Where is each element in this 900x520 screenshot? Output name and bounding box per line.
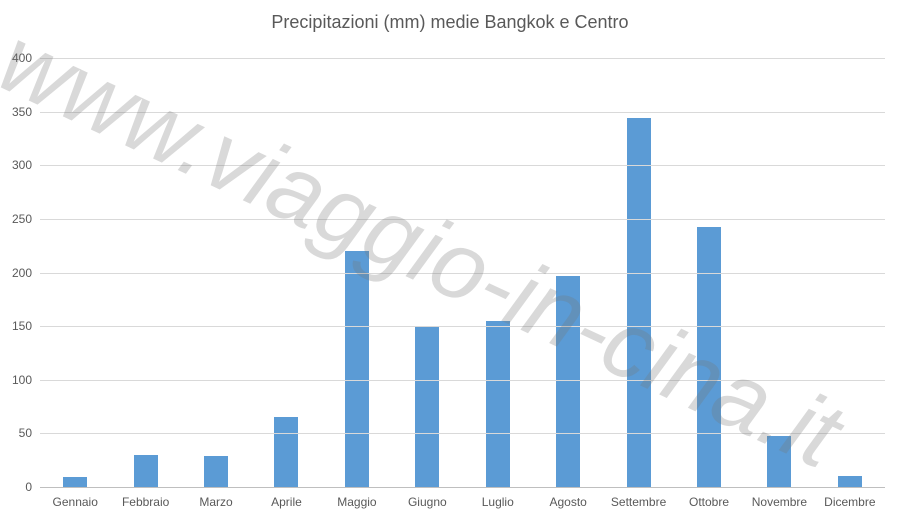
x-tick-label: Gennaio: [52, 495, 98, 509]
category-slot-febbraio: Febbraio: [110, 58, 180, 509]
x-tick-label: Marzo: [199, 495, 233, 509]
category-slot-dicembre: Dicembre: [815, 58, 885, 509]
x-tick-label: Settembre: [610, 495, 667, 509]
gridline: [40, 433, 885, 435]
y-tick-label: 350: [11, 104, 32, 119]
bar-novembre: [767, 435, 792, 487]
bar-ottobre: [697, 227, 721, 487]
y-tick-label: 250: [11, 211, 32, 226]
bar-maggio: [344, 251, 369, 487]
bar-gennaio: [63, 477, 88, 487]
y-tick-label: 200: [11, 265, 32, 280]
bars-row: Gennaio Febbraio Marzo Aprile Maggio Giugno Lu…: [40, 58, 885, 509]
category-slot-agosto: Agosto: [533, 58, 603, 509]
gridline: [40, 326, 885, 328]
category-slot-giugno: Giugno: [392, 58, 462, 509]
y-tick-label: 100: [11, 372, 32, 387]
category-slot-maggio: Maggio: [322, 58, 392, 509]
gridline: [40, 272, 885, 274]
category-slot-settembre: Settembre: [603, 58, 673, 509]
y-tick-label: 50: [18, 426, 32, 441]
bar-dicembre: [837, 476, 862, 487]
y-tick-label: 300: [11, 158, 32, 173]
chart-title: Precipitazioni (mm) medie Bangkok e Cent…: [271, 12, 629, 32]
bar-febbraio: [133, 454, 158, 487]
y-tick-label: 400: [11, 51, 32, 65]
x-tick-label: Aprile: [271, 495, 302, 509]
x-tick-label: Febbraio: [121, 495, 170, 509]
category-slot-marzo: Marzo: [181, 58, 251, 509]
category-slot-ottobre: Ottobre: [674, 58, 744, 509]
category-slot-luglio: Luglio: [463, 58, 533, 509]
x-tick-label: Giugno: [407, 495, 447, 509]
gridline: [40, 165, 885, 167]
x-tick-label: Dicembre: [824, 495, 876, 509]
gridline: [40, 58, 885, 59]
bar-marzo: [204, 455, 229, 487]
x-tick-label: Novembre: [751, 495, 808, 509]
bar-aprile: [274, 417, 299, 487]
x-axis-line: [40, 487, 885, 488]
x-tick-label: Agosto: [549, 495, 587, 509]
y-tick-label: 0: [25, 480, 32, 494]
gridline: [40, 111, 885, 113]
x-tick-label: Ottobre: [688, 495, 730, 509]
bar-agosto: [556, 275, 581, 487]
bar-settembre: [626, 118, 651, 487]
category-slot-aprile: Aprile: [251, 58, 321, 509]
y-tick-label: 150: [11, 319, 32, 334]
x-tick-label: Luglio: [481, 495, 514, 509]
category-slot-novembre: Novembre: [744, 58, 814, 509]
bar-giugno: [415, 327, 440, 487]
gridline: [40, 218, 885, 220]
category-slot-gennaio: Gennaio: [40, 58, 110, 509]
bar-luglio: [485, 320, 510, 487]
plot-area: Gennaio Febbraio Marzo Aprile Maggio Giugno Lu…: [12, 52, 885, 509]
gridline: [40, 379, 885, 381]
x-tick-label: Maggio: [337, 495, 377, 509]
